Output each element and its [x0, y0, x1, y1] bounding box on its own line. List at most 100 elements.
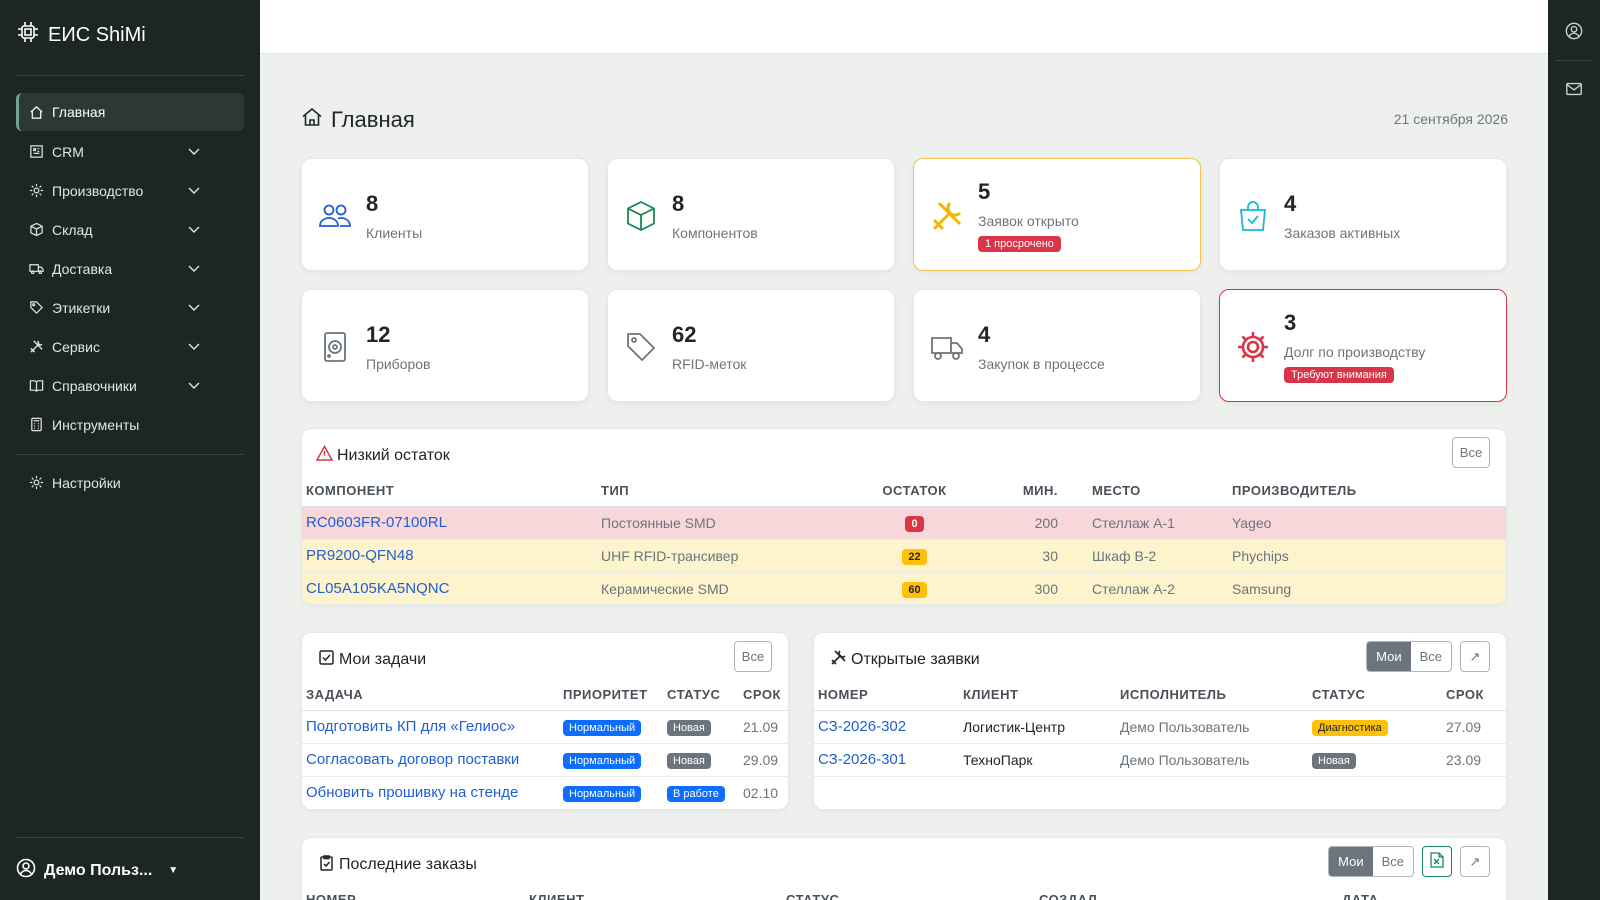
sidebar-item-home[interactable]: Главная [16, 93, 244, 131]
assignee: Демо Пользователь [1116, 710, 1308, 744]
stat-card-purchases[interactable]: 4 Закупок в процессе [913, 289, 1201, 402]
column-header[interactable]: СТАТУС [663, 680, 739, 711]
panel-title: Мои задачи [318, 649, 426, 671]
stat-card-devices[interactable]: 12 Приборов [301, 289, 589, 402]
users-icon [319, 204, 351, 227]
client: ТехноПарк [959, 743, 1116, 777]
clipboard-check-icon [318, 854, 335, 876]
table-row[interactable]: СЗ-2026-302 Логистик-Центр Демо Пользова… [814, 710, 1506, 744]
stat-card-rfid[interactable]: 62 RFID-меток [607, 289, 895, 402]
stat-card-clients[interactable]: 8 Клиенты [301, 158, 589, 271]
open-requests-panel: Открытые заявки Мои Все ↗ НОМЕР КЛИЕНТ И… [813, 632, 1507, 810]
export-excel-button[interactable] [1422, 846, 1452, 877]
component-type: Керамические SMD [597, 572, 847, 604]
priority-badge: Нормальный [563, 752, 642, 769]
column-header[interactable]: МЕСТО [1062, 476, 1228, 507]
column-header[interactable]: ПРОИЗВОДИТЕЛЬ [1228, 476, 1506, 507]
column-header[interactable]: МИН. [982, 476, 1062, 507]
component-link[interactable]: CL05A105KA5NQNC [302, 572, 597, 604]
home-icon [301, 106, 323, 134]
stat-label: Заявок открыто [978, 213, 1079, 229]
all-button[interactable]: Все [1452, 437, 1490, 468]
stock-badge: 60 [902, 581, 927, 598]
table-row[interactable]: СЗ-2026-301 ТехноПарк Демо Пользователь … [814, 743, 1506, 777]
task-link[interactable]: Подготовить КП для «Гелиос» [302, 710, 559, 744]
column-header[interactable]: КОМПОНЕНТ [302, 476, 597, 507]
column-header[interactable]: СРОК [739, 680, 788, 711]
table-row[interactable]: CL05A105KA5NQNC Керамические SMD 60 300 … [302, 572, 1506, 604]
stat-card-requests[interactable]: 5 Заявок открыто 1 просрочено [913, 158, 1201, 271]
client: Логистик-Центр [959, 710, 1116, 744]
user-menu[interactable]: Демо Польз... ▼ [16, 858, 178, 883]
all-button[interactable]: Все [734, 641, 772, 672]
table-row[interactable]: Обновить прошивку на стенде Нормальный В… [302, 776, 788, 809]
due-date: 23.09 [1442, 743, 1506, 777]
sidebar-item-label: Справочники [52, 377, 137, 394]
calculator-icon [28, 417, 44, 433]
stock-badge: 0 [905, 515, 924, 532]
right-toolbar [1548, 0, 1600, 900]
table-row[interactable]: PR9200-QFN48 UHF RFID-трансивер 22 30 Шк… [302, 539, 1506, 573]
mail-icon[interactable] [1565, 80, 1583, 98]
table-row[interactable]: Согласовать договор поставки Нормальный … [302, 743, 788, 777]
sidebar-item-production[interactable]: Производство [16, 171, 244, 210]
column-header[interactable]: СТАТУС [1308, 680, 1442, 711]
column-header[interactable]: НОМЕР [302, 885, 525, 900]
stat-label: RFID-меток [672, 356, 747, 372]
table-row[interactable]: Подготовить КП для «Гелиос» Нормальный Н… [302, 710, 788, 744]
chip-icon [16, 20, 40, 50]
crm-icon [28, 144, 44, 160]
sidebar-item-service[interactable]: Сервис [16, 327, 244, 366]
sidebar-item-settings[interactable]: Настройки [16, 463, 244, 502]
panel-title-text: Мои задачи [339, 651, 427, 668]
column-header[interactable]: КЛИЕНТ [525, 885, 782, 900]
stat-card-production-debt[interactable]: 3 Долг по производству Требуют внимания [1219, 289, 1507, 402]
sidebar-item-crm[interactable]: CRM [16, 132, 244, 171]
priority-badge: Нормальный [563, 719, 642, 736]
column-header[interactable]: ИСПОЛНИТЕЛЬ [1116, 680, 1308, 711]
open-external-button[interactable]: ↗ [1460, 846, 1490, 877]
column-header[interactable]: ТИП [597, 476, 847, 507]
request-link[interactable]: СЗ-2026-301 [814, 743, 959, 777]
chevron-down-icon [188, 226, 200, 233]
sidebar-item-tools[interactable]: Инструменты [16, 405, 244, 444]
task-link[interactable]: Согласовать договор поставки [302, 743, 559, 777]
gear-icon [28, 183, 44, 199]
task-link[interactable]: Обновить прошивку на стенде [302, 776, 559, 809]
column-header[interactable]: СТАТУС [782, 885, 1035, 900]
component-link[interactable]: RC0603FR-07100RL [302, 506, 597, 540]
column-header[interactable]: НОМЕР [814, 680, 959, 711]
component-type: Постоянные SMD [597, 506, 847, 540]
sidebar-item-delivery[interactable]: Доставка [16, 249, 244, 288]
filter-my-button[interactable]: Мои [1329, 847, 1373, 876]
chevron-down-icon [188, 382, 200, 389]
open-external-button[interactable]: ↗ [1460, 641, 1490, 672]
user-icon[interactable] [1565, 22, 1583, 40]
filter-all-button[interactable]: Все [1419, 649, 1442, 664]
sidebar-item-labels[interactable]: Этикетки [16, 288, 244, 327]
sidebar-item-label: CRM [52, 143, 84, 160]
sidebar-item-label: Этикетки [52, 299, 111, 316]
stat-label: Заказов активных [1284, 225, 1401, 241]
sidebar: ЕИС ShiMi Главная CRM Производство Склад… [0, 0, 260, 900]
stat-card-orders[interactable]: 4 Заказов активных [1219, 158, 1507, 271]
column-header[interactable]: СОЗДАЛ [1035, 885, 1338, 900]
stat-value: 4 [978, 322, 991, 347]
stat-card-components[interactable]: 8 Компонентов [607, 158, 895, 271]
component-link[interactable]: PR9200-QFN48 [302, 539, 597, 573]
table-row[interactable]: RC0603FR-07100RL Постоянные SMD 0 200 Ст… [302, 506, 1506, 540]
place: Стеллаж А-2 [1062, 572, 1228, 604]
sidebar-item-warehouse[interactable]: Склад [16, 210, 244, 249]
column-header[interactable]: СРОК [1442, 680, 1506, 711]
column-header[interactable]: ЗАДАЧА [302, 680, 559, 711]
column-header[interactable]: ОСТАТОК [847, 476, 982, 507]
column-header[interactable]: ПРИОРИТЕТ [559, 680, 663, 711]
filter-my-button[interactable]: Мои [1367, 642, 1411, 671]
sidebar-item-references[interactable]: Справочники [16, 366, 244, 405]
chevron-down-icon [188, 304, 200, 311]
brand[interactable]: ЕИС ShiMi [16, 20, 146, 50]
request-link[interactable]: СЗ-2026-302 [814, 710, 959, 744]
column-header[interactable]: ДАТА [1338, 885, 1506, 900]
column-header[interactable]: КЛИЕНТ [959, 680, 1116, 711]
filter-all-button[interactable]: Все [1381, 854, 1404, 869]
